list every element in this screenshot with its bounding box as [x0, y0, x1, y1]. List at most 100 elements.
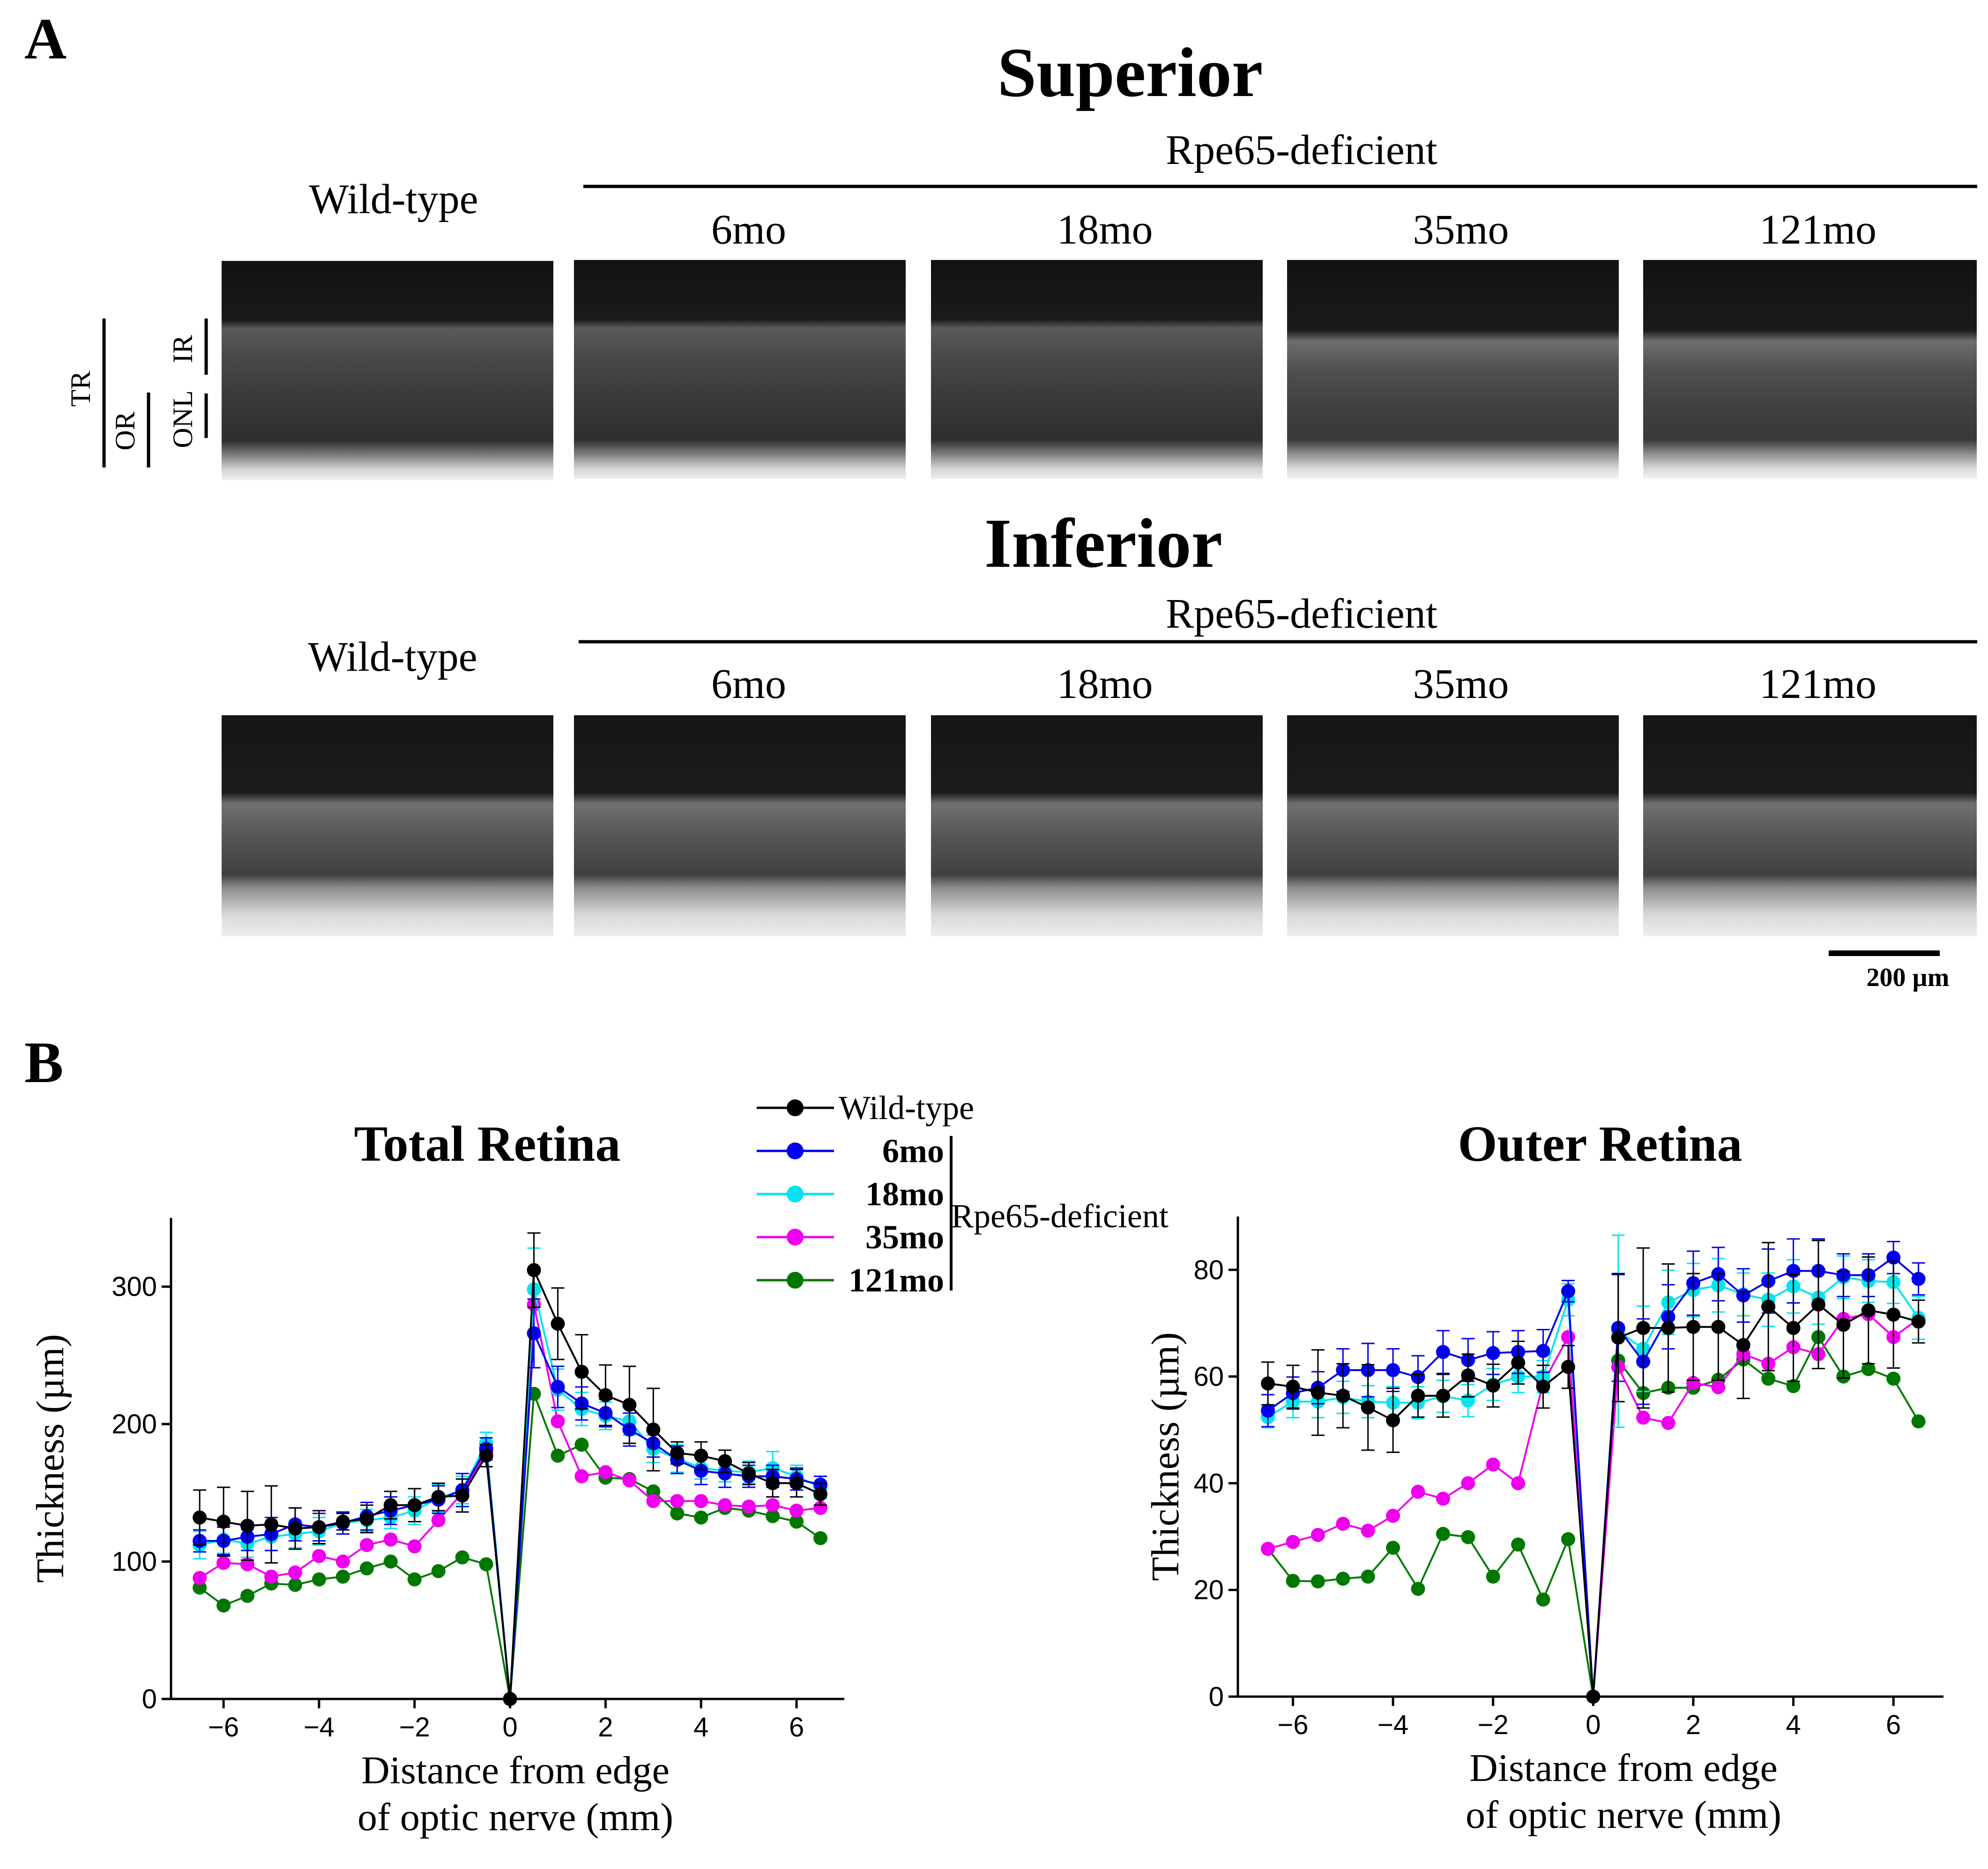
data-point: [646, 1494, 661, 1508]
series-35mo: [193, 1297, 828, 1706]
data-point: [1336, 1388, 1350, 1403]
layer-label-or: OR: [110, 411, 141, 450]
x-tick-label: 4: [1786, 1710, 1801, 1740]
superior-age-label: 35mo: [1413, 207, 1509, 253]
data-point: [1411, 1388, 1425, 1403]
y-tick-label: 200: [112, 1409, 157, 1439]
inferior-oct-images: [222, 715, 1977, 936]
series-18mo: [193, 1247, 828, 1706]
data-point: [766, 1498, 780, 1513]
inferior-heading: Inferior: [984, 504, 1222, 582]
data-point: [670, 1494, 685, 1508]
chart-total-retina: Total Retina 0 100 200 300 −6 −4 −2 0 2 4 6 Thicknes…: [29, 1116, 844, 1839]
series-line: [199, 1269, 821, 1699]
inferior-age-label: 18mo: [1057, 661, 1153, 707]
data-point: [1511, 1356, 1526, 1370]
oct-image-superior-6mo: [574, 260, 906, 479]
x-tick-label: 6: [1886, 1710, 1901, 1740]
data-point: [1361, 1523, 1375, 1538]
data-point: [264, 1569, 279, 1584]
y-tick-label: 80: [1193, 1255, 1224, 1285]
oct-image-inferior-121mo: [1643, 715, 1977, 936]
data-point: [1586, 1690, 1601, 1704]
data-point: [455, 1550, 469, 1565]
data-point: [264, 1517, 279, 1532]
data-point: [694, 1510, 708, 1525]
data-point: [193, 1571, 207, 1585]
data-point: [479, 1557, 493, 1572]
legend-label: 6mo: [882, 1132, 944, 1170]
data-point: [622, 1473, 637, 1488]
data-point: [574, 1438, 589, 1452]
data-point: [1661, 1416, 1675, 1430]
series-wild-type: [1261, 1239, 1926, 1704]
data-point: [1561, 1330, 1575, 1344]
data-point: [1486, 1346, 1500, 1360]
series-35mo: [1261, 1307, 1926, 1704]
data-point: [766, 1476, 780, 1491]
data-point: [1361, 1400, 1375, 1415]
scale-bar-label: 200 µm: [1867, 963, 1950, 992]
data-point: [694, 1463, 708, 1478]
data-point: [1636, 1410, 1651, 1425]
data-point: [1310, 1385, 1325, 1400]
data-point: [1661, 1321, 1675, 1335]
data-point: [216, 1598, 231, 1613]
legend-entry: Wild-type: [757, 1089, 974, 1127]
oct-image-superior-wild-type: [222, 261, 553, 480]
oct-image-inferior-18mo: [931, 715, 1263, 936]
data-point: [1486, 1569, 1500, 1584]
chart-title: Outer Retina: [1458, 1116, 1742, 1172]
data-point: [1336, 1517, 1350, 1531]
chart-title: Total Retina: [354, 1116, 620, 1172]
data-point: [598, 1388, 613, 1402]
x-tick-label: 2: [1686, 1710, 1701, 1740]
data-point: [1286, 1380, 1300, 1394]
data-point: [335, 1569, 350, 1584]
data-point: [551, 1380, 565, 1394]
series-wild-type: [193, 1232, 828, 1706]
data-point: [1386, 1508, 1400, 1523]
data-point: [479, 1448, 493, 1463]
x-tick-label: −2: [1478, 1710, 1509, 1740]
data-point: [193, 1510, 207, 1525]
legend-label: Wild-type: [839, 1089, 974, 1127]
series-line: [1267, 1303, 1919, 1697]
inferior-group-label: Rpe65-deficient: [1166, 591, 1437, 637]
data-point: [670, 1446, 685, 1460]
data-point: [622, 1398, 637, 1412]
data-point: [1636, 1321, 1651, 1335]
data-point: [503, 1692, 517, 1706]
data-point: [742, 1466, 756, 1481]
data-point: [1861, 1303, 1876, 1318]
oct-image-superior-35mo: [1287, 260, 1619, 479]
x-axis-label-line: of optic nerve (mm): [1466, 1793, 1781, 1837]
data-point: [193, 1580, 207, 1595]
legend-marker: [787, 1229, 804, 1246]
data-point: [1686, 1320, 1700, 1334]
x-tick-label: 0: [502, 1712, 517, 1743]
data-point: [789, 1514, 804, 1529]
data-point: [431, 1513, 446, 1528]
oct-image-inferior-wild-type: [222, 715, 553, 936]
x-tick-label: −4: [1377, 1710, 1408, 1740]
data-point: [431, 1564, 446, 1579]
data-point: [1736, 1338, 1750, 1352]
data-point: [1861, 1362, 1876, 1376]
data-point: [1536, 1592, 1550, 1607]
data-point: [789, 1504, 804, 1518]
series-6mo: [193, 1298, 828, 1706]
data-point: [718, 1466, 732, 1481]
data-point: [742, 1499, 756, 1514]
data-point: [407, 1572, 422, 1587]
data-point: [1261, 1403, 1275, 1418]
data-point: [1436, 1491, 1450, 1506]
legend-marker: [787, 1142, 804, 1159]
data-point: [1911, 1314, 1926, 1329]
data-point: [1711, 1380, 1726, 1394]
legend-marker: [787, 1186, 804, 1202]
data-point: [1711, 1320, 1726, 1334]
data-point: [1786, 1379, 1801, 1394]
data-point: [1310, 1574, 1325, 1588]
data-point: [1436, 1345, 1450, 1359]
